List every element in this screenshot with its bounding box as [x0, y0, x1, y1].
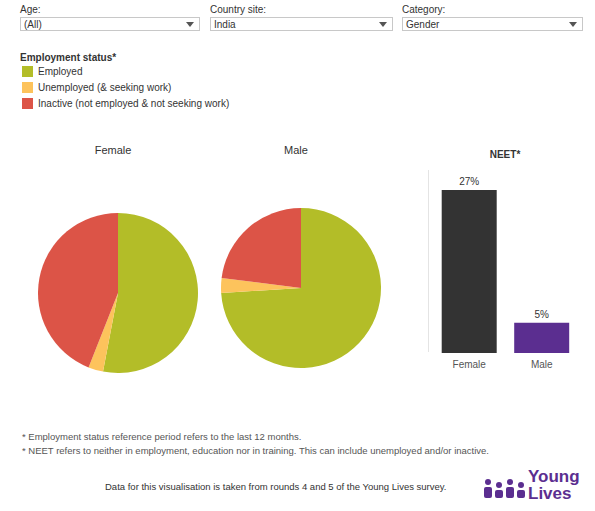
- html-text:Country site:: Country site:: [210, 4, 267, 15]
- html-text:Category:: Category:: [402, 4, 446, 15]
- html-text:Employment status*: Employment status*: [20, 52, 117, 63]
- html-text:Inactive (not employed & not s: Inactive (not employed & not seeking wor…: [38, 98, 230, 109]
- html-text:Data for this visualisation is: Data for this visualisation is taken fro…: [105, 481, 447, 492]
- svg-text:Male: Male: [531, 359, 553, 370]
- html-text:* Employment status reference: * Employment status reference period ref…: [22, 431, 302, 442]
- html-text:Gender: Gender: [406, 19, 440, 30]
- svg-text:5%: 5%: [534, 309, 549, 320]
- html-text:Lives: Lives: [528, 484, 572, 503]
- html-text:* NEET refers to neither in em: * NEET refers to neither in employment, …: [22, 445, 489, 456]
- html-text:NEET*: NEET*: [489, 149, 521, 160]
- html-text:Unemployed (& seeking work): Unemployed (& seeking work): [38, 82, 172, 93]
- svg-text:27%: 27%: [459, 176, 479, 187]
- svg-text:Female: Female: [453, 359, 487, 370]
- html-text:Male: Male: [284, 144, 308, 156]
- html-text:India: India: [214, 19, 236, 30]
- html-text:Age:: Age:: [20, 4, 41, 15]
- html-text:(All): (All): [24, 19, 42, 30]
- html-text:Female: Female: [94, 144, 132, 156]
- html-text:Young: Young: [528, 467, 580, 486]
- html-text:Employed: Employed: [38, 66, 83, 77]
